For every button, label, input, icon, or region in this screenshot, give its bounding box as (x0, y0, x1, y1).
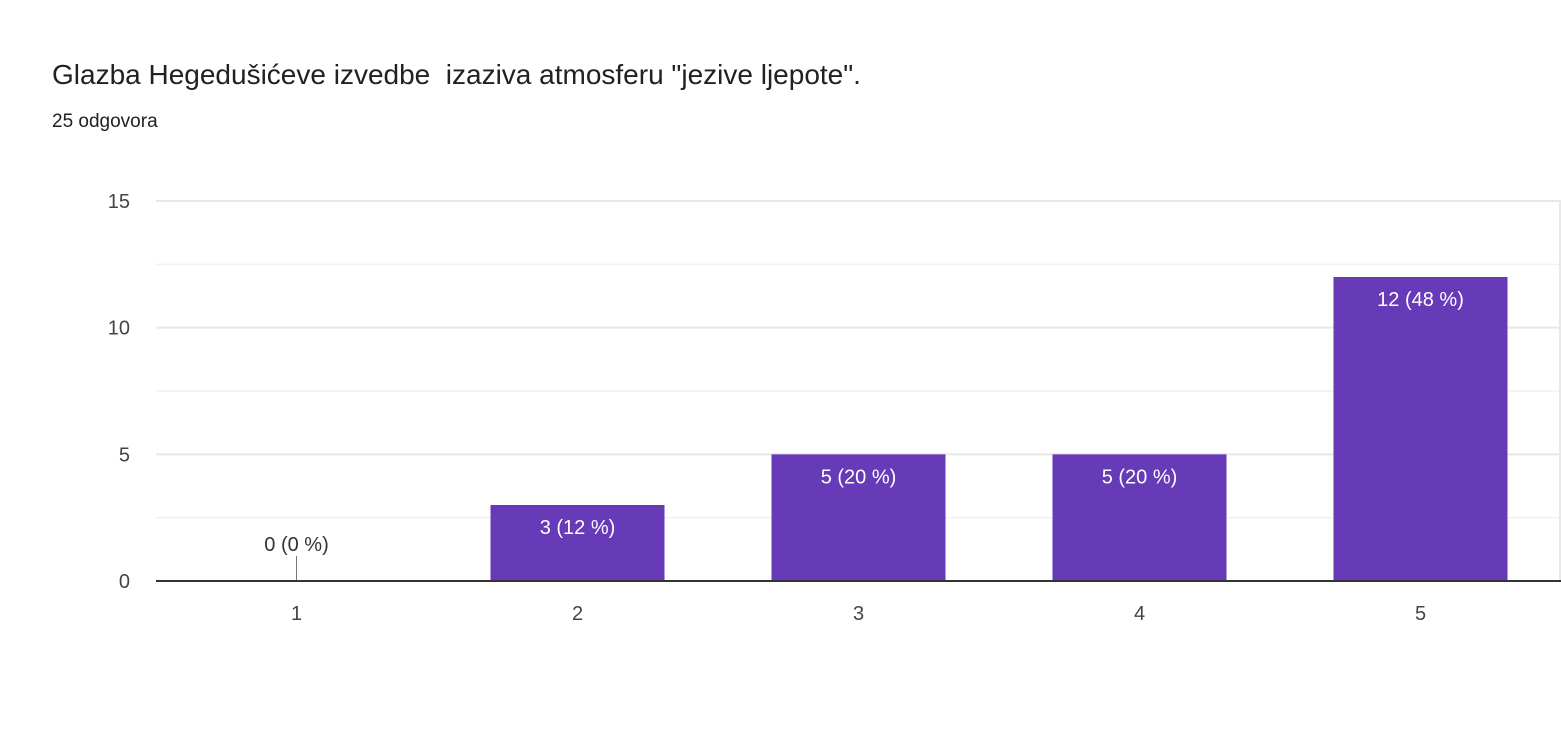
x-tick-label: 1 (291, 603, 302, 625)
x-tick-label: 4 (1134, 603, 1145, 625)
bars (296, 277, 1508, 581)
y-axis-ticks: 0 5 10 15 (108, 191, 130, 593)
bar (490, 505, 665, 581)
y-tick-label: 15 (108, 191, 130, 213)
x-tick-label: 3 (853, 603, 864, 625)
data-label: 3 (12 %) (540, 517, 616, 539)
y-tick-label: 0 (119, 571, 130, 593)
bar (1333, 277, 1508, 581)
response-count: 25 odgovora (52, 111, 158, 132)
y-tick-label: 5 (119, 444, 130, 466)
data-label: 5 (20 %) (1102, 466, 1178, 488)
bar (1052, 454, 1227, 581)
data-label: 0 (0 %) (264, 534, 328, 556)
x-axis-ticks: 1 2 3 4 5 (291, 603, 1426, 625)
chart-title: Glazba Hegedušićeve izvedbe izaziva atmo… (52, 59, 861, 90)
x-tick-label: 2 (572, 603, 583, 625)
data-label: 12 (48 %) (1377, 289, 1464, 311)
bar (771, 454, 946, 581)
y-tick-label: 10 (108, 318, 130, 340)
data-labels: 0 (0 %) 3 (12 %) 5 (20 %) 5 (20 %) 12 (48 %) (264, 289, 1464, 556)
x-tick-label: 5 (1415, 603, 1426, 625)
data-label: 5 (20 %) (821, 466, 897, 488)
